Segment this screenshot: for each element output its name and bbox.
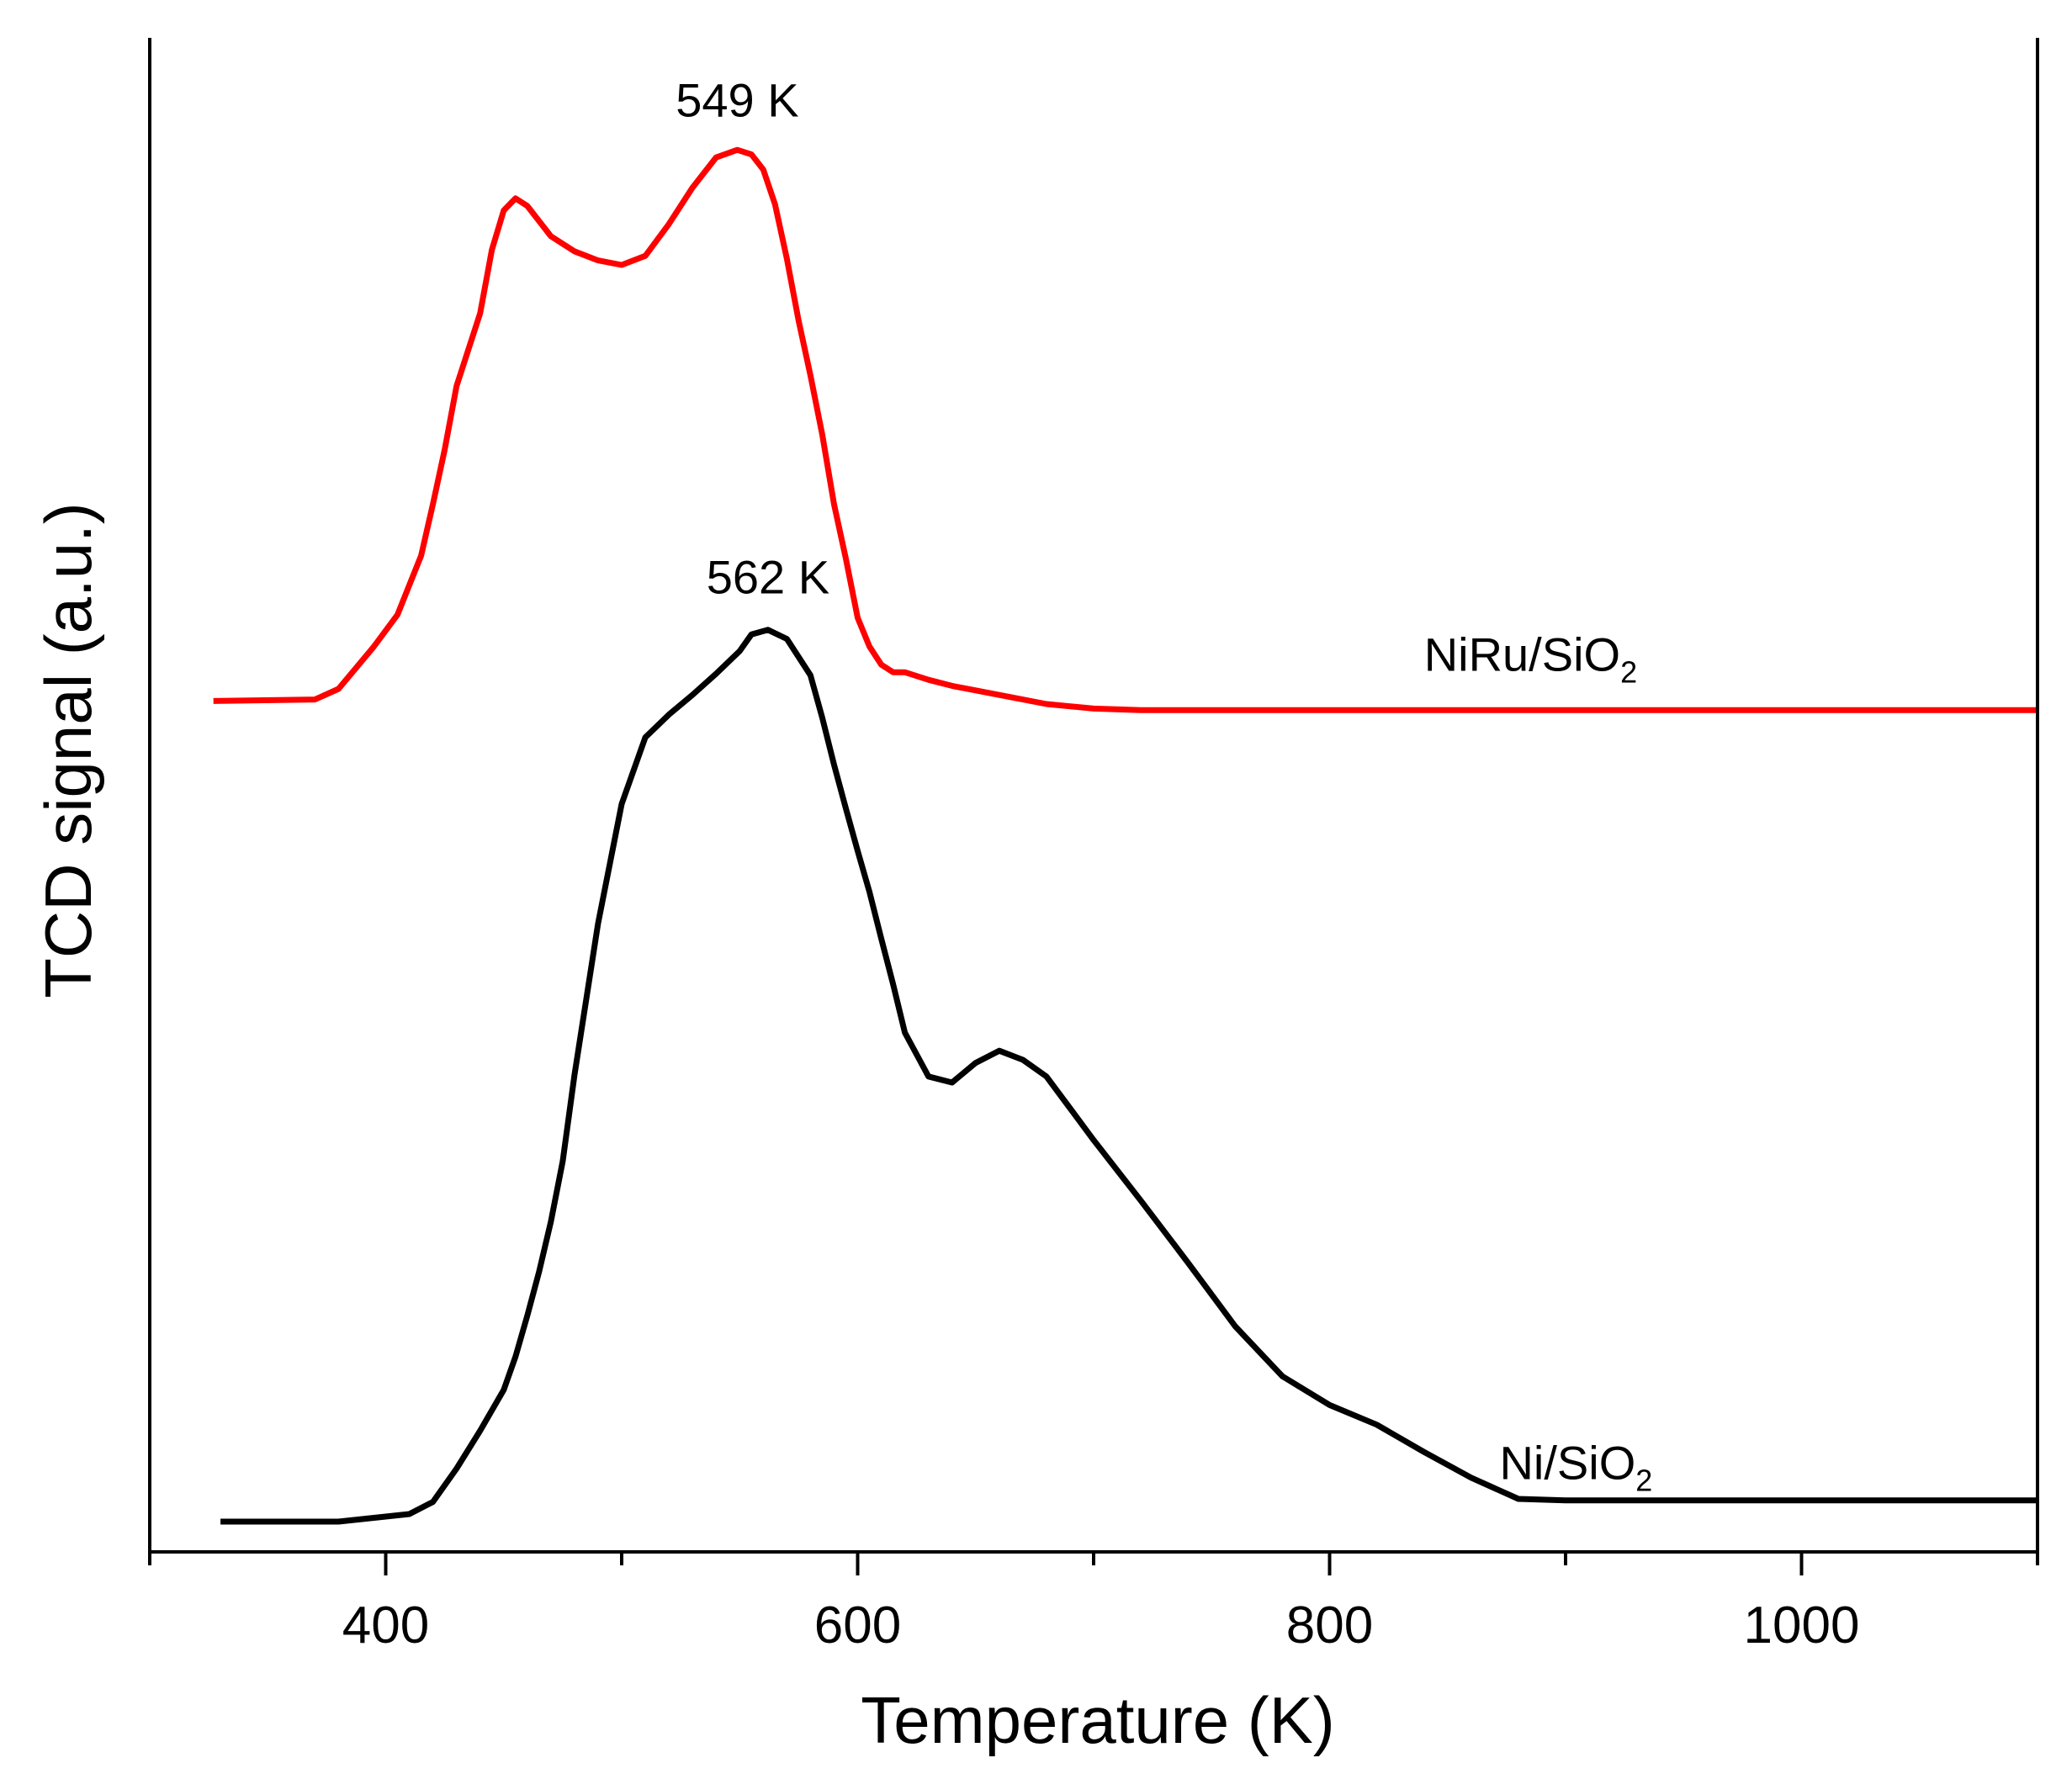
- series-line-ni-sio2: [220, 627, 2038, 1525]
- x-axis-title: Temperature (K): [861, 1683, 1335, 1757]
- x-axis-ticks: 400 600 800 1000: [148, 1552, 2039, 1655]
- x-tick-label: 600: [814, 1596, 901, 1655]
- series-line-niru-sio2: [213, 146, 2038, 713]
- x-tick-label: 400: [342, 1596, 429, 1655]
- x-tick-label: 800: [1286, 1596, 1373, 1655]
- labels-layer: NiRu/SiO2 Ni/SiO2 549 K 562 K: [676, 74, 1652, 1498]
- x-tick-label: 1000: [1744, 1596, 1860, 1655]
- peak-annotation: 562 K: [707, 551, 829, 604]
- peak-annotation: 549 K: [676, 74, 798, 127]
- series-label: Ni/SiO2: [1499, 1437, 1652, 1498]
- series-label: NiRu/SiO2: [1424, 627, 1637, 689]
- y-axis-title: TCD signal (a.u.): [31, 502, 105, 998]
- series-layer: [213, 146, 2038, 1525]
